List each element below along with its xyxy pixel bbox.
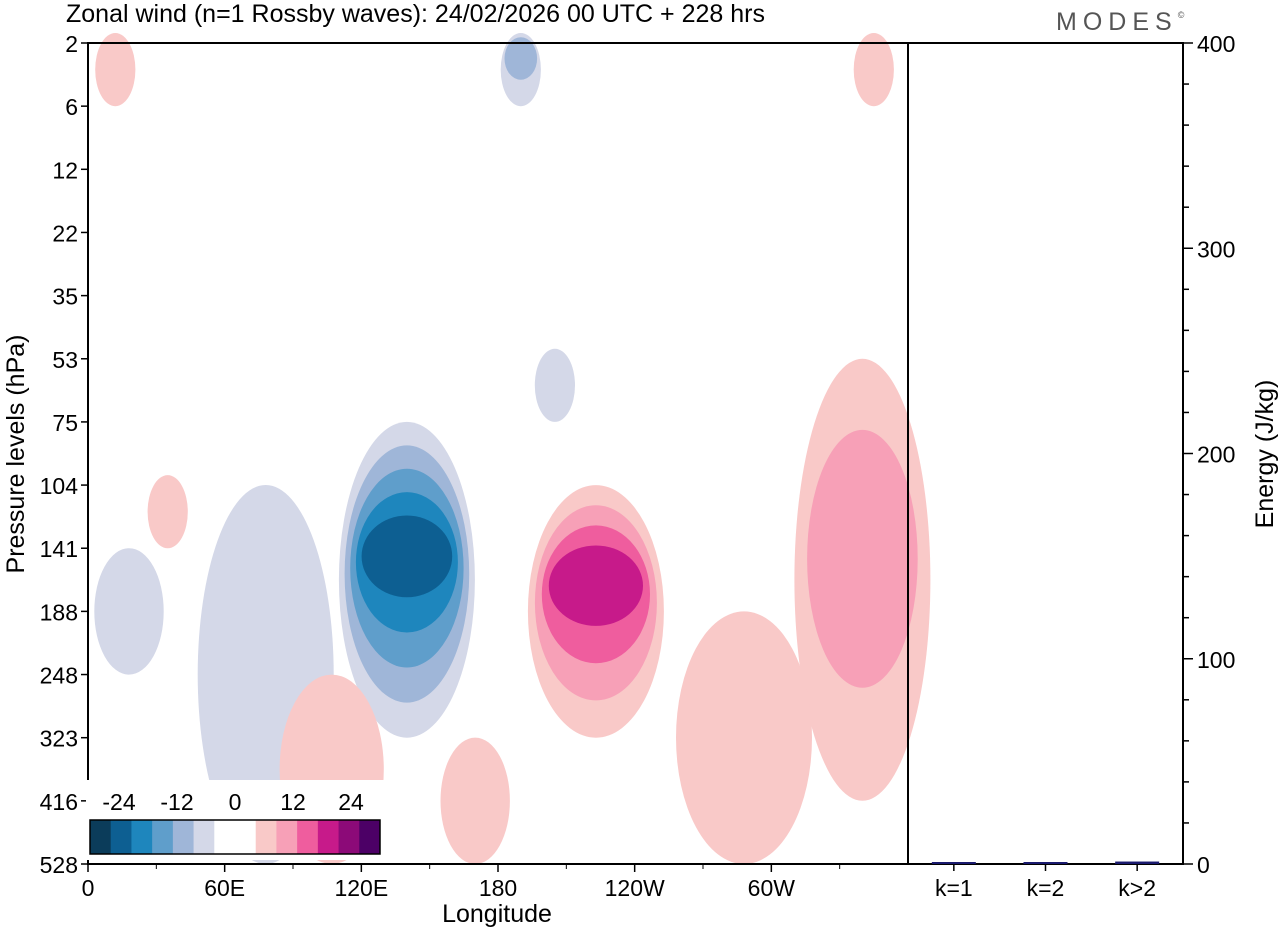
longitude-tick-label: 60E [204,875,245,901]
energy-tick-label: 400 [1197,31,1235,57]
pressure-axis: 2 6 12 22 35 53 75 104 141 188 248 323 416 528 [40,31,88,878]
energy-bar-k=1 [931,862,976,864]
pressure-tick-label: 141 [40,536,78,562]
colorbar-swatch [193,820,215,854]
colorbar-swatch [214,820,236,854]
modes-logo: MODES© [1056,8,1184,37]
pressure-tick-label: 323 [40,726,78,752]
longitude-tick-label: 120W [605,875,665,901]
contour-level-1 [94,548,164,675]
energy-frame [907,42,1184,865]
energy-categories: k=1 k=2 k>2 [935,864,1156,901]
longitude-tick-label: 180 [479,875,517,901]
energy-panel: 0 100 200 300 400 k=1 k=2 k>2 [907,31,1235,901]
positive-anomaly-11 [676,611,812,864]
energy-axis: 0 100 200 300 400 [1183,31,1235,878]
energy-axis-label: Energy (J/kg) [1251,380,1279,529]
pressure-tick-label: 416 [40,789,78,815]
longitude-tick-label: 120E [334,875,388,901]
energy-bar-k>2 [1115,861,1160,864]
contour-level-1 [676,611,812,864]
colorbar-label: 24 [338,789,364,815]
energy-tick-label: 300 [1197,236,1235,262]
pressure-tick-label: 12 [52,157,78,183]
colorbar-label: 12 [280,789,306,815]
contour-level-1 [95,33,136,107]
colorbar-legend: -24 -12 0 12 24 [86,780,384,860]
colorbar-swatch [276,820,298,854]
energy-tick-label: 200 [1197,442,1235,468]
pressure-tick-label: 35 [52,284,78,310]
logo-mark: © [1177,10,1185,20]
positive-anomaly-1 [527,485,664,738]
contour-level-2 [807,429,918,688]
energy-category-label: k>2 [1118,875,1156,901]
colorbar-swatch [359,820,381,854]
contour-level-2 [504,37,538,80]
contour-level-5 [361,515,453,598]
positive-anomaly-10 [440,737,510,864]
contour-level-1 [440,737,510,864]
pressure-tick-label: 104 [40,473,79,499]
colorbar-swatch [338,820,360,854]
colorbar-swatch [255,820,277,854]
positive-anomaly-12 [853,33,894,107]
contour-plot-area [87,33,931,865]
energy-tick-label: 0 [1197,852,1210,878]
chart-title: Zonal wind (n=1 Rossby waves): 24/02/202… [66,0,765,28]
pressure-tick-label: 6 [65,94,78,120]
pressure-tick-label: 75 [52,410,78,436]
contour-level-1 [853,33,894,107]
longitude-tick-label: 60W [748,875,796,901]
negative-anomaly-4 [94,548,164,675]
energy-category-label: k=1 [935,875,973,901]
negative-anomaly-5 [534,348,576,422]
pressure-tick-label: 22 [52,220,78,246]
positive-anomaly-2 [794,358,931,801]
negative-anomaly-0 [338,421,475,738]
logo-text: MODES [1056,8,1178,36]
pressure-tick-label: 248 [40,663,78,689]
colorbar-label: -12 [160,789,193,815]
colorbar-swatch [90,820,112,854]
positive-anomaly-7 [147,475,188,549]
pressure-tick-label: 188 [40,599,78,625]
colorbar-swatch [131,820,153,854]
y-axis-label: Pressure levels (hPa) [2,335,30,574]
positive-anomaly-8 [95,33,136,107]
longitude-tick-label: 0 [82,875,95,901]
colorbar-swatch [297,820,319,854]
x-axis-label: Longitude [442,900,552,928]
colorbar-swatch [172,820,195,854]
colorbar-label: -24 [102,789,135,815]
colorbar-frame [89,819,381,855]
pressure-tick-label: 528 [40,852,78,878]
negative-anomaly-6 [500,33,541,107]
pressure-tick-label: 53 [52,347,78,373]
longitude-axis: 0 60E 120E 180 120W 60W [82,864,841,901]
colorbar-swatch [235,820,257,854]
colorbar-swatch [317,820,340,854]
energy-bar-k=2 [1023,862,1068,864]
colorbar-swatch [152,820,174,854]
contour-level-1 [147,475,188,549]
contour-level-4 [548,545,644,626]
pressure-tick-label: 2 [65,31,78,57]
colorbar-swatch [110,820,132,854]
energy-category-label: k=2 [1027,875,1065,901]
contour-level-1 [534,348,576,422]
colorbar-label: 0 [229,789,242,815]
energy-tick-label: 100 [1197,647,1235,673]
